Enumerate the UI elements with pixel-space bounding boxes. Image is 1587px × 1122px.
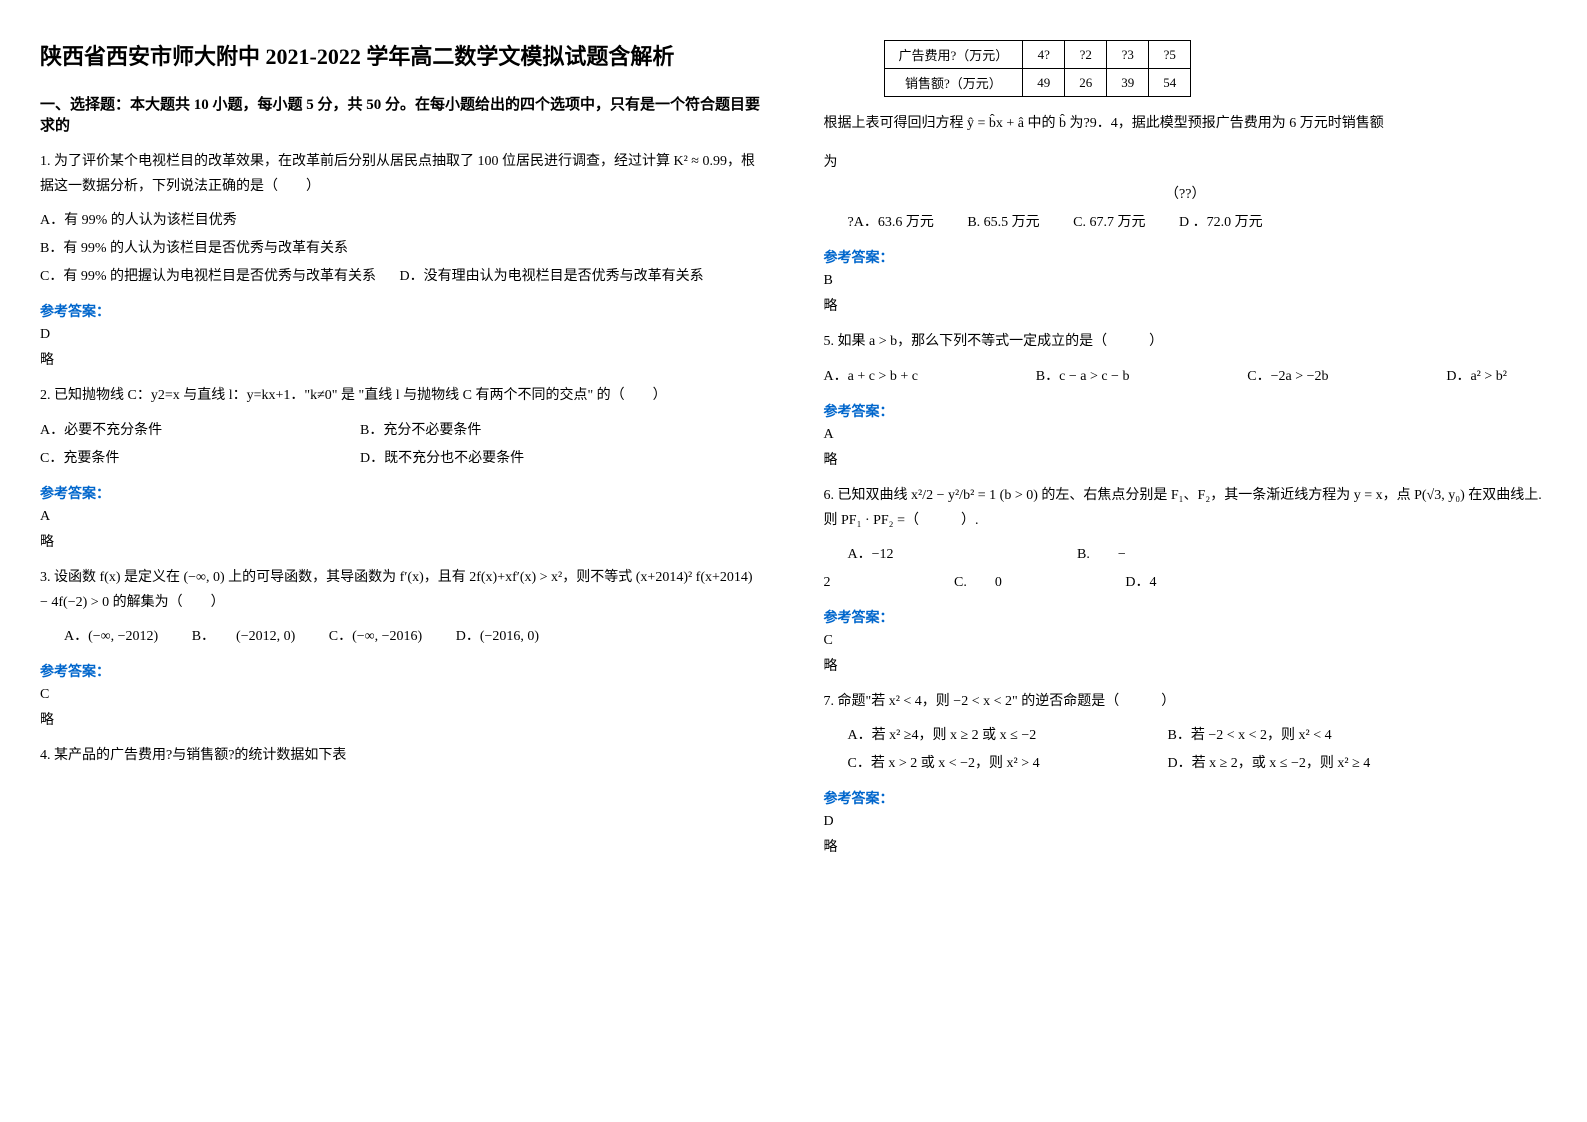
- q5-answer: A: [824, 427, 1548, 443]
- q2-note: 略: [40, 531, 764, 551]
- q2-answer: A: [40, 509, 764, 525]
- q6-option-a: A．−12: [848, 541, 894, 569]
- q4-option-c: C. 67.7 万元: [1073, 209, 1145, 237]
- table-cell: ?2: [1065, 41, 1107, 69]
- q6-answer: C: [824, 633, 1548, 649]
- q4-answer: B: [824, 273, 1548, 289]
- table-cell: ?5: [1149, 41, 1191, 69]
- q5-option-c: C．−2a > −2b: [1247, 363, 1328, 391]
- q7-answer-label: 参考答案：: [824, 788, 1548, 808]
- left-column: 陕西省西安市师大附中 2021-2022 学年高二数学文模拟试题含解析 一、选择…: [40, 40, 764, 866]
- table-cell: 54: [1149, 69, 1191, 97]
- q2-option-c: C．充要条件: [40, 445, 320, 473]
- q6-option-c: C. 0: [954, 569, 1002, 597]
- section-1-header: 一、选择题：本大题共 10 小题，每小题 5 分，共 50 分。在每小题给出的四…: [40, 93, 764, 135]
- q5-option-d: D．a² > b²: [1446, 363, 1507, 391]
- q3-note: 略: [40, 709, 764, 729]
- q7-option-a: A．若 x² ≥4，则 x ≥ 2 或 x ≤ −2: [848, 722, 1128, 750]
- question-2-text: 2. 已知抛物线 C：y2=x 与直线 l：y=kx+1．"k≠0" 是 "直线…: [40, 383, 764, 408]
- question-7-options: A．若 x² ≥4，则 x ≥ 2 或 x ≤ −2 B．若 −2 < x < …: [848, 722, 1548, 778]
- q4-option-a: ?A．63.6 万元: [848, 209, 934, 237]
- q4-parenth: （??）: [824, 183, 1548, 203]
- q3-option-a: A．(−∞, −2012): [64, 623, 158, 651]
- q3-option-b: B． (−2012, 0): [192, 623, 296, 651]
- q2-answer-label: 参考答案：: [40, 483, 764, 503]
- q1-note: 略: [40, 349, 764, 369]
- q4-answer-label: 参考答案：: [824, 247, 1548, 267]
- q1-option-b: B．有 99% 的人认为该栏目是否优秀与改革有关系: [40, 235, 764, 263]
- table-cell: ?3: [1107, 41, 1149, 69]
- q6-answer-label: 参考答案：: [824, 607, 1548, 627]
- q4-option-d: D ．72.0 万元: [1179, 209, 1263, 237]
- q3-option-d: D．(−2016, 0): [456, 623, 539, 651]
- question-3-options: A．(−∞, −2012) B． (−2012, 0) C．(−∞, −2016…: [64, 623, 764, 651]
- q1-answer: D: [40, 327, 764, 343]
- table-row: 广告费用?（万元） 4? ?2 ?3 ?5: [884, 41, 1191, 69]
- q7-answer: D: [824, 814, 1548, 830]
- question-5-text: 5. 如果 a > b，那么下列不等式一定成立的是（ ）: [824, 329, 1548, 354]
- q3-answer: C: [40, 687, 764, 703]
- table-cell: 销售额?（万元）: [884, 69, 1023, 97]
- q5-option-a: A．a + c > b + c: [824, 363, 918, 391]
- table-cell: 广告费用?（万元）: [884, 41, 1023, 69]
- q2-option-d: D．既不充分也不必要条件: [360, 445, 524, 473]
- question-4-text: 4. 某产品的广告费用?与销售额?的统计数据如下表: [40, 743, 764, 768]
- q3-answer-label: 参考答案：: [40, 661, 764, 681]
- q7-option-d: D．若 x ≥ 2，或 x ≤ −2，则 x² ≥ 4: [1168, 750, 1371, 778]
- table-row: 销售额?（万元） 49 26 39 54: [884, 69, 1191, 97]
- question-6-options: A．−12 B. − 2 C. 0 D．4: [824, 541, 1548, 597]
- question-4-text2: 根据上表可得回归方程 ŷ = b̂x + â 中的 b̂ 为?9．4，据此模型预…: [824, 111, 1548, 136]
- q3-option-c: C．(−∞, −2016): [329, 623, 422, 651]
- q7-note: 略: [824, 836, 1548, 856]
- q1-option-d: D．没有理由认为电视栏目是否优秀与改革有关系: [400, 269, 704, 284]
- table-cell: 49: [1023, 69, 1065, 97]
- q5-answer-label: 参考答案：: [824, 401, 1548, 421]
- page-container: 陕西省西安市师大附中 2021-2022 学年高二数学文模拟试题含解析 一、选择…: [40, 40, 1547, 866]
- question-1-text: 1. 为了评价某个电视栏目的改革效果，在改革前后分别从居民点抽取了 100 位居…: [40, 149, 764, 199]
- right-column: 广告费用?（万元） 4? ?2 ?3 ?5 销售额?（万元） 49 26 39 …: [824, 40, 1548, 866]
- document-title: 陕西省西安市师大附中 2021-2022 学年高二数学文模拟试题含解析: [40, 40, 764, 73]
- question-3-text: 3. 设函数 f(x) 是定义在 (−∞, 0) 上的可导函数，其导函数为 f′…: [40, 565, 764, 615]
- q7-option-b: B．若 −2 < x < 2，则 x² < 4: [1168, 722, 1332, 750]
- question-5-options: A．a + c > b + c B．c − a > c − b C．−2a > …: [824, 363, 1548, 391]
- table-cell: 4?: [1023, 41, 1065, 69]
- q5-option-b: B．c − a > c − b: [1036, 363, 1130, 391]
- q1-answer-label: 参考答案：: [40, 301, 764, 321]
- q6-option-b: B. −: [1077, 541, 1126, 569]
- q2-option-b: B．充分不必要条件: [360, 417, 481, 445]
- q6-note: 略: [824, 655, 1548, 675]
- q4-data-table: 广告费用?（万元） 4? ?2 ?3 ?5 销售额?（万元） 49 26 39 …: [884, 40, 1192, 97]
- q6-option-b2: 2: [824, 569, 831, 597]
- question-7-text: 7. 命题"若 x² < 4，则 −2 < x < 2" 的逆否命题是（ ）: [824, 689, 1548, 714]
- question-2-options: A．必要不充分条件 B．充分不必要条件 C．充要条件 D．既不充分也不必要条件: [40, 417, 764, 473]
- q6-option-d: D．4: [1125, 569, 1156, 597]
- q4-note: 略: [824, 295, 1548, 315]
- q2-option-a: A．必要不充分条件: [40, 417, 320, 445]
- question-1-options: A．有 99% 的人认为该栏目优秀 B．有 99% 的人认为该栏目是否优秀与改革…: [40, 207, 764, 291]
- question-4-text3: 为: [824, 150, 1548, 175]
- table-cell: 26: [1065, 69, 1107, 97]
- q1-option-c: C．有 99% 的把握认为电视栏目是否优秀与改革有关系: [40, 269, 376, 284]
- table-cell: 39: [1107, 69, 1149, 97]
- question-6-text: 6. 已知双曲线 x²/2 − y²/b² = 1 (b > 0) 的左、右焦点…: [824, 483, 1548, 533]
- q5-note: 略: [824, 449, 1548, 469]
- q4-option-b: B. 65.5 万元: [967, 209, 1039, 237]
- q1-option-a: A．有 99% 的人认为该栏目优秀: [40, 207, 764, 235]
- q7-option-c: C．若 x > 2 或 x < −2，则 x² > 4: [848, 750, 1128, 778]
- question-4-options: ?A．63.6 万元 B. 65.5 万元 C. 67.7 万元 D ．72.0…: [848, 209, 1548, 237]
